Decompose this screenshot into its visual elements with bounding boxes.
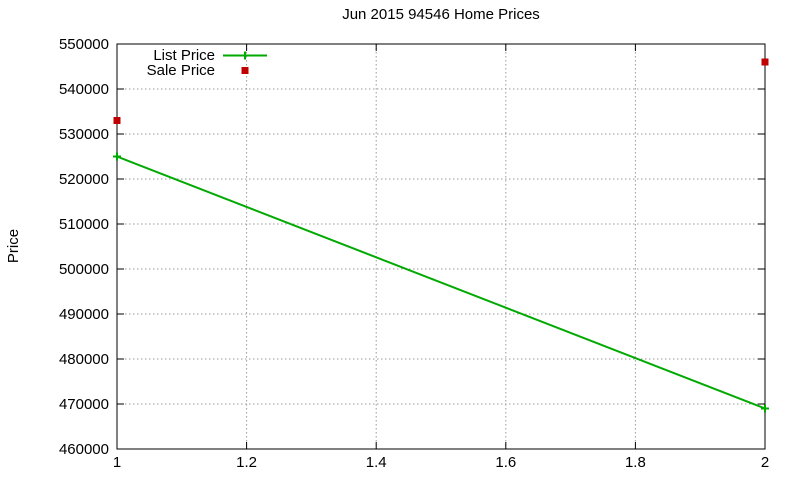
y-tick-label: 470000 (59, 396, 109, 413)
y-tick-label: 480000 (59, 351, 109, 368)
legend-swatch-line-icon (223, 51, 267, 60)
square-marker-icon (241, 67, 249, 74)
x-tick-label: 1 (113, 454, 121, 471)
square-marker-icon (113, 117, 121, 124)
legend: List Price Sale Price (130, 48, 267, 78)
legend-item-sale-price: Sale Price (130, 63, 267, 78)
y-tick-label: 490000 (59, 306, 109, 323)
square-marker-icon (761, 58, 769, 66)
y-tick-label: 530000 (59, 126, 109, 143)
y-tick-label: 510000 (59, 216, 109, 233)
y-axis-title: Price (5, 228, 22, 264)
legend-item-list-price: List Price (130, 48, 267, 63)
chart-title: Jun 2015 94546 Home Prices (342, 6, 540, 23)
x-tick-label: 1.8 (625, 454, 646, 471)
legend-swatch-square-icon (241, 67, 249, 74)
plot-border (116, 43, 766, 450)
y-tick-label: 540000 (59, 81, 109, 98)
x-tick-label: 1.6 (495, 454, 516, 471)
y-tick-label: 500000 (59, 261, 109, 278)
y-tick-label: 550000 (59, 36, 109, 53)
y-tick-label: 520000 (59, 171, 109, 188)
legend-label-list-price: List Price (153, 47, 215, 64)
y-tick-label: 460000 (59, 441, 109, 458)
x-tick-label: 1.2 (236, 454, 257, 471)
series-line-list-price (116, 155, 766, 410)
x-tick-label: 2 (761, 454, 769, 471)
x-tick-label: 1.4 (366, 454, 387, 471)
legend-label-sale-price: Sale Price (146, 62, 215, 79)
